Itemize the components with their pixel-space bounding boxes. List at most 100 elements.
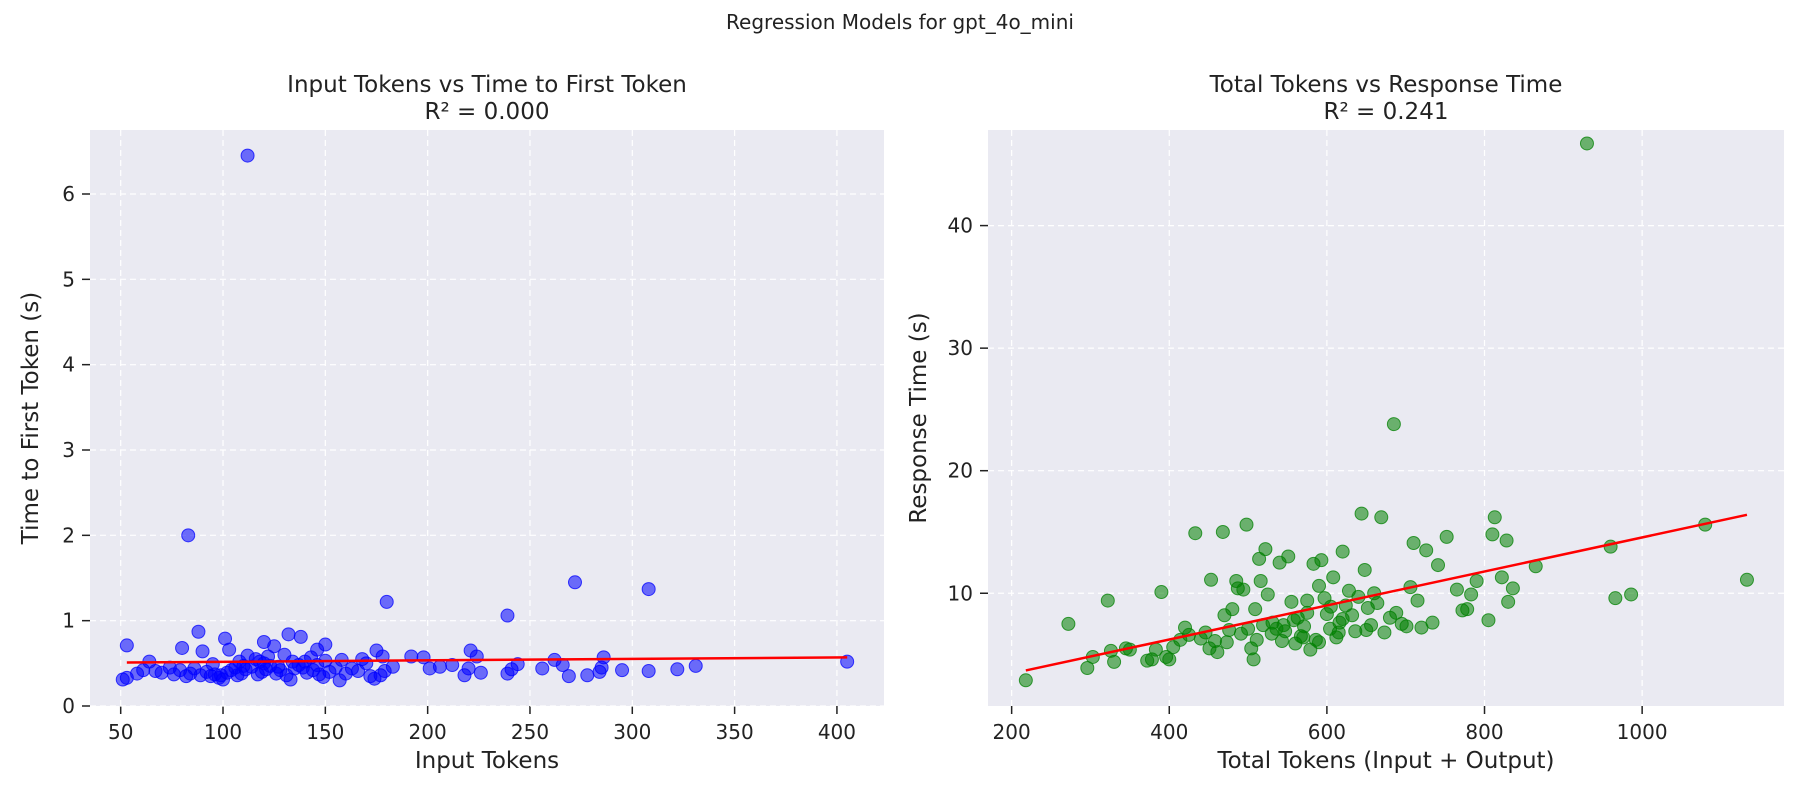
right-data-point (1439, 529, 1454, 544)
right-data-point (1061, 616, 1076, 631)
left-x-tick-label: 50 (108, 720, 133, 744)
right-data-point (1481, 613, 1496, 628)
right-data-point (1608, 591, 1623, 606)
left-data-point (195, 644, 210, 659)
left-chart-subtitle: R² = 0.000 (425, 99, 550, 125)
right-data-point (1246, 652, 1261, 667)
right-data-point (1739, 572, 1754, 587)
right-data-point (1312, 635, 1327, 650)
right-data-point (1460, 602, 1475, 617)
left-data-point (641, 582, 656, 597)
left-data-point (191, 624, 206, 639)
left-data-point (293, 629, 308, 644)
right-data-point (1449, 582, 1464, 597)
right-chart-title: Total Tokens vs Response Time (1209, 72, 1563, 98)
right-x-tick-label: 200 (993, 720, 1031, 744)
left-y-tick-label: 2 (62, 523, 75, 547)
right-data-point (1162, 652, 1177, 667)
right-data-point (1410, 593, 1425, 608)
right-x-tick-label: 600 (1308, 720, 1346, 744)
right-data-point (1080, 661, 1095, 676)
left-x-tick-label: 150 (306, 720, 344, 744)
left-x-tick-label: 300 (613, 720, 651, 744)
right-data-point (1215, 524, 1230, 539)
left-data-point (670, 662, 685, 677)
left-data-point (432, 659, 447, 674)
right-regression-line (1025, 513, 1748, 672)
right-x-axis-label: Total Tokens (Input + Output) (1216, 748, 1554, 774)
right-data-point (1281, 549, 1296, 564)
right-data-point (1154, 585, 1169, 600)
right-data-point (1399, 619, 1414, 634)
left-x-tick-label: 100 (204, 720, 242, 744)
left-x-tick-label: 350 (716, 720, 754, 744)
left-y-tick-label: 5 (62, 267, 75, 291)
right-data-point (1335, 611, 1350, 626)
right-data-point (1425, 615, 1440, 630)
right-data-point (1331, 625, 1346, 640)
right-data-point (1284, 594, 1299, 609)
left-data-point (222, 642, 237, 657)
left-y-tick-label: 6 (62, 182, 75, 206)
right-chart: 200 400 600 800 1000 10 20 30 40 Total Tokens vs … (906, 72, 1784, 774)
left-data-point (592, 664, 607, 679)
right-chart-subtitle: R² = 0.241 (1324, 99, 1449, 125)
left-y-tick-label: 0 (62, 694, 75, 718)
right-data-point (1312, 578, 1327, 593)
right-data-point (1276, 618, 1291, 633)
right-data-point (1252, 551, 1267, 566)
right-data-point (1377, 625, 1392, 640)
right-data-point (1219, 635, 1234, 650)
right-data-point (1386, 417, 1401, 432)
left-regression-line (126, 656, 848, 664)
left-y-axis-label: Time to First Token (s) (18, 292, 44, 545)
left-data-point (175, 640, 190, 655)
left-data-point (500, 608, 515, 623)
left-data-point (267, 639, 282, 654)
left-data-point (615, 663, 630, 678)
left-y-tick-label: 4 (62, 353, 75, 377)
right-data-point (1018, 673, 1033, 688)
right-x-tick-label: 800 (1465, 720, 1503, 744)
left-data-point (688, 658, 703, 673)
right-data-point (1464, 587, 1479, 602)
right-data-point (1188, 526, 1203, 541)
right-data-point (1204, 572, 1219, 587)
right-data-point (1236, 582, 1251, 597)
right-data-point (1374, 510, 1389, 525)
left-data-point (154, 665, 169, 680)
right-x-tick-label: 1000 (1617, 720, 1668, 744)
left-data-point (379, 594, 394, 609)
right-data-point (1225, 602, 1240, 617)
right-data-point (1300, 593, 1315, 608)
right-data-point (1359, 623, 1374, 638)
right-data-point (1248, 602, 1263, 617)
left-data-point (457, 668, 472, 683)
left-x-tick-label: 200 (409, 720, 447, 744)
right-data-point (1210, 645, 1225, 660)
right-data-point (1505, 581, 1520, 596)
left-data-point (318, 637, 333, 652)
left-y-tick-label: 3 (62, 438, 75, 462)
right-data-point (1326, 570, 1341, 585)
right-y-tick-label: 30 (948, 336, 973, 360)
left-x-tick-label: 400 (818, 720, 856, 744)
right-data-point (1501, 594, 1516, 609)
right-data-point (1469, 573, 1484, 588)
left-data-point (473, 665, 488, 680)
left-y-tick-label: 1 (62, 609, 75, 633)
left-data-point (504, 662, 519, 677)
right-data-point (1370, 596, 1385, 611)
left-chart: 50 100 150 200 250 300 350 400 0 1 2 3 4 5 6 Input Toke… (18, 72, 884, 774)
right-data-point (1431, 558, 1446, 573)
figure-title: Regression Models for gpt_4o_mini (726, 10, 1074, 34)
right-data-point (1296, 630, 1311, 645)
left-chart-title: Input Tokens vs Time to First Token (287, 72, 687, 98)
right-data-point (1624, 587, 1639, 602)
left-data-point (580, 668, 595, 683)
right-data-point (1419, 543, 1434, 558)
left-data-point (295, 660, 310, 675)
right-data-point (1107, 654, 1122, 669)
